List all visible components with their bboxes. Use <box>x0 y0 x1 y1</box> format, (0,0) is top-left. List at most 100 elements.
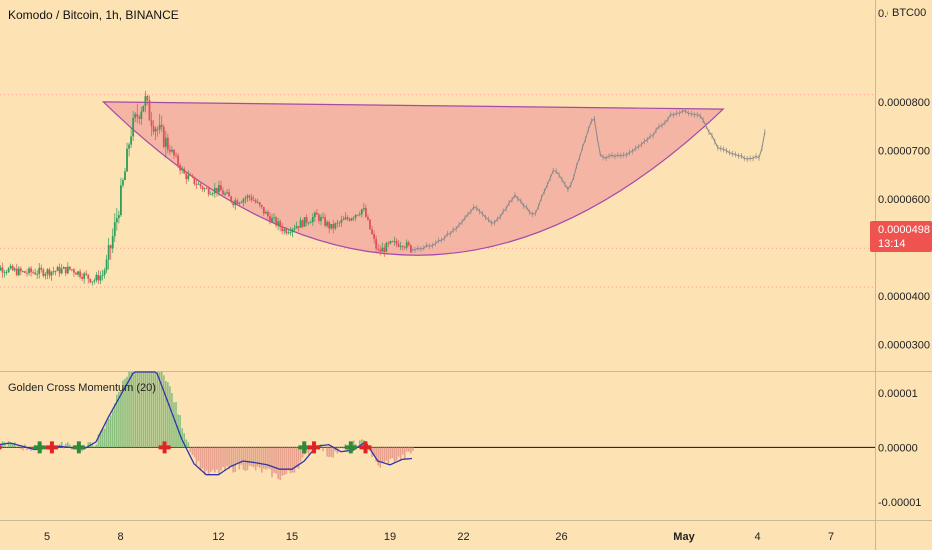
candle-body-125 <box>242 199 245 203</box>
hist-bar-145 <box>283 447 286 476</box>
candle-body-165 <box>324 217 326 226</box>
candle-body-202 <box>399 246 402 247</box>
candle-body-126 <box>244 198 247 200</box>
cup-shape[interactable] <box>101 101 725 256</box>
price-pane[interactable] <box>0 90 875 288</box>
candle-body-37 <box>62 267 65 269</box>
candle-body-145 <box>283 229 286 232</box>
candle-body-9 <box>5 272 8 273</box>
candle-body-139 <box>271 217 273 223</box>
candle-body-143 <box>279 221 282 228</box>
candle-body-11 <box>9 265 12 269</box>
time-axis[interactable]: 5 8 12 15 19 22 26 May 4 7 <box>44 531 834 543</box>
hist-bar-14 <box>15 447 18 448</box>
price-tick-0: 0.0000800 <box>878 97 930 109</box>
price-axis[interactable]: 0.0 BTC 00 0.00008000.00007000.00006000.… <box>870 4 932 351</box>
cross-buy-v-7 <box>348 441 353 454</box>
time-tick-1: 8 <box>117 531 123 543</box>
candle-body-113 <box>218 185 220 193</box>
indicator-pane[interactable] <box>0 371 875 481</box>
hist-bar-121 <box>234 447 237 473</box>
hist-bar-107 <box>205 447 208 471</box>
hist-bar-72 <box>134 372 136 448</box>
candle-body-201 <box>397 243 400 247</box>
candle-body-24 <box>36 273 39 275</box>
hist-bar-39 <box>67 442 69 448</box>
candle-body-170 <box>334 223 337 229</box>
candle-body-206 <box>407 242 410 246</box>
hist-bar-74 <box>138 372 141 448</box>
candle-body-51 <box>91 281 94 283</box>
candle-body-135 <box>262 207 265 214</box>
hist-bar-57 <box>103 428 106 448</box>
candle-body-184 <box>362 207 365 210</box>
hist-bar-173 <box>340 447 343 448</box>
candle-body-146 <box>285 229 288 234</box>
candle-body-64 <box>117 215 120 219</box>
candle-body-14 <box>15 268 18 276</box>
cross-sell-v-8 <box>363 441 368 454</box>
candle-body-104 <box>199 183 202 187</box>
hist-bar-51 <box>91 444 94 448</box>
hist-bar-196 <box>387 447 390 465</box>
hist-bar-52 <box>93 446 96 448</box>
candle-body-15 <box>17 268 20 276</box>
candle-body-22 <box>32 272 35 274</box>
candle-body-110 <box>211 193 214 195</box>
candle-body-87 <box>164 137 167 147</box>
hist-bar-137 <box>267 447 269 469</box>
candle-body-12 <box>11 265 14 271</box>
candle-body-82 <box>154 128 157 132</box>
hist-bar-18 <box>24 444 26 448</box>
indicator-axis[interactable]: 0.00001 0.00000 -0.00001 <box>878 388 921 509</box>
candle-body-8 <box>3 272 6 274</box>
hist-bar-133 <box>258 447 261 469</box>
candle-body-57 <box>103 270 106 275</box>
candle-body-108 <box>207 188 210 195</box>
candle-body-86 <box>162 126 165 147</box>
candle-body-144 <box>281 227 284 232</box>
candle-body-98 <box>187 175 190 180</box>
candle-body-172 <box>338 222 341 224</box>
candle-body-168 <box>330 224 333 229</box>
candle-body-45 <box>79 271 81 277</box>
hist-bar-116 <box>224 447 226 472</box>
hist-bar-167 <box>328 447 330 458</box>
candle-body-196 <box>387 242 390 244</box>
candle-body-112 <box>215 187 218 193</box>
hist-bar-110 <box>211 447 214 470</box>
hist-bar-139 <box>271 447 273 478</box>
candle-body-78 <box>146 96 149 101</box>
candle-body-106 <box>203 188 206 190</box>
candle-body-207 <box>409 245 412 253</box>
hist-bar-197 <box>389 447 392 459</box>
candle-body-174 <box>342 219 345 221</box>
hist-bar-76 <box>142 372 145 448</box>
candle-body-118 <box>228 192 231 197</box>
candle-body-124 <box>240 202 243 204</box>
candle-body-60 <box>109 245 112 249</box>
hist-bar-56 <box>101 428 104 448</box>
candle-body-26 <box>40 267 43 270</box>
candle-body-147 <box>287 232 290 234</box>
candle-body-67 <box>124 171 126 181</box>
hist-bar-143 <box>279 447 281 481</box>
candle-body-173 <box>340 219 343 223</box>
hist-bar-89 <box>169 386 171 448</box>
candle-body-49 <box>87 274 90 279</box>
candle-body-74 <box>138 116 141 119</box>
candle-body-152 <box>297 226 300 228</box>
time-tick-0: 5 <box>44 531 50 543</box>
hist-bar-171 <box>336 447 339 454</box>
candle-body-142 <box>277 221 280 226</box>
candle-body-155 <box>303 217 306 227</box>
hist-bar-70 <box>130 372 132 448</box>
hist-bar-11 <box>9 443 12 448</box>
hist-bar-150 <box>293 447 296 473</box>
hist-bar-207 <box>410 447 412 454</box>
hist-bar-71 <box>132 372 134 448</box>
candle-body-179 <box>352 217 355 219</box>
candle-body-76 <box>142 105 145 112</box>
candle-body-151 <box>295 226 298 229</box>
